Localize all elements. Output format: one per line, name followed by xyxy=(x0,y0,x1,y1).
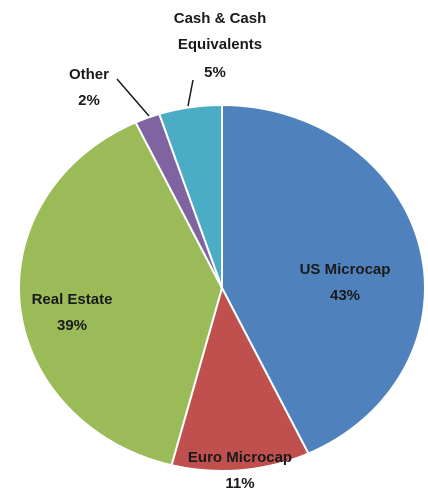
slice-value-label: 11% xyxy=(225,475,255,492)
leader-line xyxy=(187,79,194,107)
pie-slice xyxy=(157,103,223,289)
pie-slice xyxy=(18,121,224,467)
slice-value-label: 2% xyxy=(78,92,100,109)
slice-label: Real Estate xyxy=(31,291,113,308)
pie-slice xyxy=(221,103,426,455)
leader-line xyxy=(116,78,150,117)
slice-label: Other xyxy=(68,66,109,83)
slice-value-label: 43% xyxy=(329,287,361,304)
pie-slice xyxy=(170,285,310,472)
slice-label: US Microcap xyxy=(299,261,391,278)
slice-label: Cash & Cash Equivalents xyxy=(173,10,267,53)
slice-value-label: 39% xyxy=(56,317,88,334)
slice-label: Euro Microcap xyxy=(187,449,293,466)
slice-value-label: 5% xyxy=(204,64,226,81)
